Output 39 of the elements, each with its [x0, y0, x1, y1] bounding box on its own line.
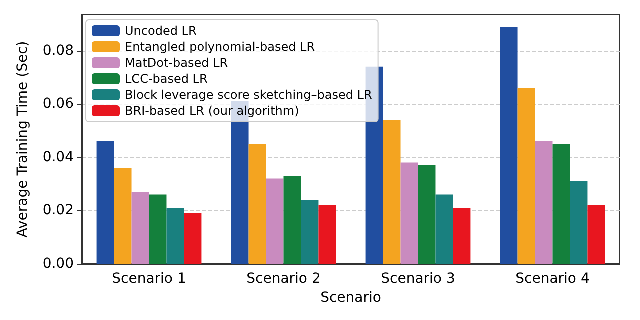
bar [500, 26, 518, 264]
y-tick-label: 0.04 [42, 149, 74, 166]
x-tick-label: Scenario 1 [112, 271, 186, 287]
y-tick-label: 0.08 [42, 42, 74, 59]
bar [96, 141, 114, 264]
bar [588, 205, 606, 264]
bar [570, 181, 588, 264]
legend-label: BRI-based LR (our algorithm) [125, 104, 300, 118]
bar [166, 208, 184, 264]
x-axis-title: Scenario [320, 290, 382, 306]
y-axis-title: Average Training Time (Sec) [15, 41, 31, 238]
bar [535, 141, 553, 264]
bar [400, 162, 418, 264]
bar [266, 178, 284, 264]
legend-label: Uncoded LR [125, 24, 197, 38]
bar [552, 144, 570, 264]
bar [453, 208, 471, 264]
bar [149, 194, 167, 264]
legend-label: Block leverage score sketching–based LR [125, 88, 372, 102]
y-tick-label: 0.02 [42, 202, 74, 219]
y-tick-label: 0.06 [42, 96, 74, 112]
x-tick-label: Scenario 3 [381, 271, 456, 287]
bar [284, 176, 302, 264]
x-tick-label: Scenario 2 [246, 271, 321, 287]
x-tick-label: Scenario 4 [516, 271, 590, 287]
legend-label: MatDot-based LR [125, 56, 228, 70]
bar [436, 194, 454, 264]
legend-label: Entangled polynomial-based LR [125, 40, 316, 54]
bar [383, 120, 401, 264]
bar [114, 168, 132, 264]
legend-label: LCC-based LR [125, 72, 208, 86]
bar [248, 144, 266, 264]
bar [301, 200, 319, 264]
y-tick-label: 0.00 [42, 256, 74, 272]
bar [318, 205, 336, 264]
bar [132, 192, 150, 264]
bar [184, 213, 202, 264]
bar [418, 165, 436, 264]
bar [518, 88, 536, 264]
